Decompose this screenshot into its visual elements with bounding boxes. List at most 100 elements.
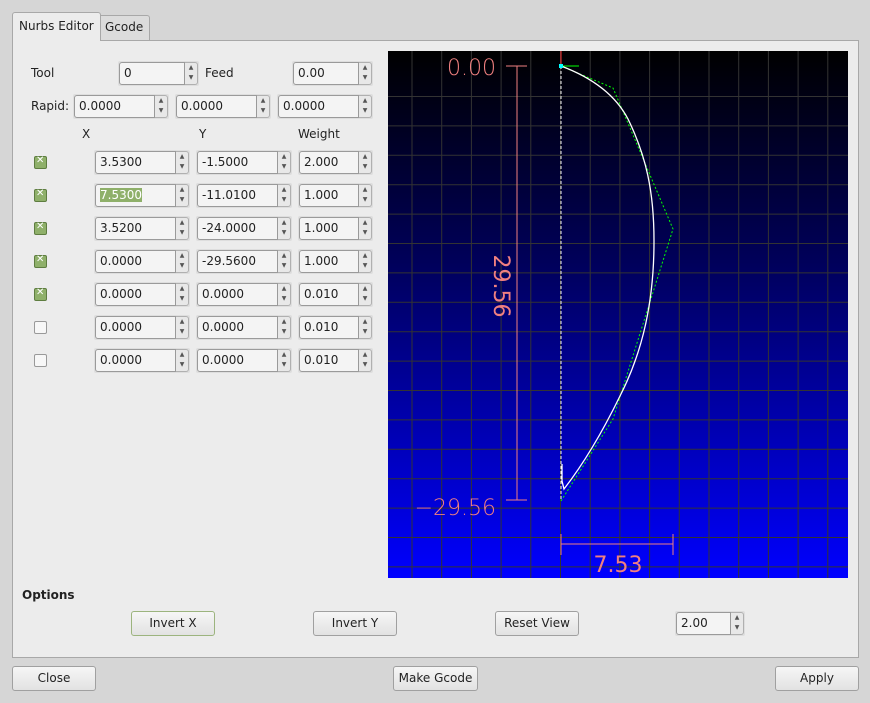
spin-arrows-icon[interactable]: ▲ ▼ — [278, 316, 291, 339]
point-y-input[interactable]: 0.0000 — [197, 283, 278, 306]
point-x-input[interactable]: 0.0000 — [95, 349, 176, 372]
rapid-x-spinbox[interactable]: 0.0000 ▲ ▼ — [73, 94, 169, 119]
point-x-spinbox[interactable]: 0.0000 ▲ ▼ — [94, 315, 190, 340]
feed-input[interactable]: 0.00 — [293, 62, 359, 85]
make-gcode-button[interactable]: Make Gcode — [393, 666, 478, 691]
point-enabled-checkbox[interactable] — [34, 188, 47, 202]
point-x-input[interactable]: 0.0000 — [95, 283, 176, 306]
point-enabled-checkbox[interactable] — [34, 321, 47, 334]
point-x-spinbox[interactable]: 0.0000 ▲ ▼ — [94, 282, 190, 307]
point-y-input[interactable]: -11.0100 — [197, 184, 278, 207]
point-y-spinbox[interactable]: 0.0000 ▲ ▼ — [196, 282, 292, 307]
point-y-spinbox[interactable]: 0.0000 ▲ ▼ — [196, 315, 292, 340]
width-label: 7.53 — [594, 553, 643, 578]
point-weight-input[interactable]: 0.010 — [299, 283, 359, 306]
spin-arrows-icon[interactable]: ▲ ▼ — [176, 217, 189, 240]
point-x-spinbox[interactable]: 7.5300 ▲ ▼ — [94, 183, 190, 208]
spin-arrows-icon[interactable]: ▲ ▼ — [176, 316, 189, 339]
spin-arrows-icon[interactable]: ▲ ▼ — [185, 62, 198, 85]
spin-arrows-icon[interactable]: ▲ ▼ — [359, 349, 372, 372]
point-x-input[interactable]: 3.5200 — [95, 217, 176, 240]
spin-arrows-icon[interactable]: ▲ ▼ — [278, 283, 291, 306]
invert-y-button[interactable]: Invert Y — [313, 611, 397, 636]
rapid-z-spinbox[interactable]: 0.0000 ▲ ▼ — [277, 94, 373, 119]
point-y-input[interactable]: -1.5000 — [197, 151, 278, 174]
point-weight-spinbox[interactable]: 1.000 ▲ ▼ — [298, 216, 373, 241]
spin-arrows-icon[interactable]: ▲ ▼ — [278, 349, 291, 372]
point-weight-input[interactable]: 1.000 — [299, 217, 359, 240]
tab-gcode[interactable]: Gcode — [98, 15, 151, 40]
spin-arrows-icon[interactable]: ▲ ▼ — [731, 612, 744, 635]
point-y-input[interactable]: -24.0000 — [197, 217, 278, 240]
origin-marker[interactable] — [559, 64, 563, 68]
spin-arrows-icon[interactable]: ▲ ▼ — [278, 217, 291, 240]
spin-arrows-icon[interactable]: ▲ ▼ — [359, 316, 372, 339]
feed-spinbox[interactable]: 0.00 ▲ ▼ — [292, 61, 373, 86]
spin-arrows-icon[interactable]: ▲ ▼ — [359, 283, 372, 306]
invert-x-button[interactable]: Invert X — [131, 611, 215, 636]
spin-arrows-icon[interactable]: ▲ ▼ — [359, 217, 372, 240]
point-weight-spinbox[interactable]: 0.010 ▲ ▼ — [298, 315, 373, 340]
spin-arrows-icon[interactable]: ▲ ▼ — [359, 151, 372, 174]
point-enabled-checkbox[interactable] — [34, 155, 47, 169]
point-y-spinbox[interactable]: -24.0000 ▲ ▼ — [196, 216, 292, 241]
point-x-input[interactable]: 0.0000 — [95, 250, 176, 273]
spin-arrows-icon[interactable]: ▲ ▼ — [176, 349, 189, 372]
point-x-value: 3.5200 — [100, 221, 142, 235]
apply-button[interactable]: Apply — [775, 666, 859, 691]
point-y-spinbox[interactable]: 0.0000 ▲ ▼ — [196, 348, 292, 373]
point-y-spinbox[interactable]: -29.5600 ▲ ▼ — [196, 249, 292, 274]
point-y-input[interactable]: 0.0000 — [197, 349, 278, 372]
point-y-spinbox[interactable]: -11.0100 ▲ ▼ — [196, 183, 292, 208]
point-x-spinbox[interactable]: 0.0000 ▲ ▼ — [94, 348, 190, 373]
tab-nurbs-editor[interactable]: Nurbs Editor — [12, 12, 101, 41]
point-x-spinbox[interactable]: 0.0000 ▲ ▼ — [94, 249, 190, 274]
scale-input[interactable]: 2.00 — [676, 612, 731, 635]
spin-arrows-icon[interactable]: ▲ ▼ — [176, 184, 189, 207]
rapid-y-spinbox[interactable]: 0.0000 ▲ ▼ — [175, 94, 271, 119]
point-x-spinbox[interactable]: 3.5200 ▲ ▼ — [94, 216, 190, 241]
point-y-input[interactable]: 0.0000 — [197, 316, 278, 339]
spin-arrows-icon[interactable]: ▲ ▼ — [278, 151, 291, 174]
spin-arrows-icon[interactable]: ▲ ▼ — [176, 250, 189, 273]
point-x-input[interactable]: 7.5300 — [95, 184, 176, 207]
close-button[interactable]: Close — [12, 666, 96, 691]
spin-arrows-icon[interactable]: ▲ ▼ — [176, 151, 189, 174]
point-enabled-checkbox[interactable] — [34, 354, 47, 367]
point-weight-input[interactable]: 1.000 — [299, 250, 359, 273]
point-weight-input[interactable]: 1.000 — [299, 184, 359, 207]
spin-arrows-icon[interactable]: ▲ ▼ — [176, 283, 189, 306]
point-y-input[interactable]: -29.5600 — [197, 250, 278, 273]
rapid-z-input[interactable]: 0.0000 — [278, 95, 359, 118]
point-weight-spinbox[interactable]: 1.000 ▲ ▼ — [298, 183, 373, 208]
spin-arrows-icon[interactable]: ▲ ▼ — [359, 95, 372, 118]
spin-arrows-icon[interactable]: ▲ ▼ — [278, 184, 291, 207]
point-y-spinbox[interactable]: -1.5000 ▲ ▼ — [196, 150, 292, 175]
point-x-input[interactable]: 3.5300 — [95, 151, 176, 174]
rapid-x-input[interactable]: 0.0000 — [74, 95, 155, 118]
point-weight-spinbox[interactable]: 1.000 ▲ ▼ — [298, 249, 373, 274]
point-weight-spinbox[interactable]: 0.010 ▲ ▼ — [298, 282, 373, 307]
point-enabled-checkbox[interactable] — [34, 254, 47, 268]
point-weight-input[interactable]: 0.010 — [299, 349, 359, 372]
tool-spinbox[interactable]: 0 ▲ ▼ — [118, 61, 199, 86]
point-weight-spinbox[interactable]: 2.000 ▲ ▼ — [298, 150, 373, 175]
curve-viewport[interactable]: 0.00 −29.56 29.56 7.53 — [388, 51, 848, 578]
spin-arrows-icon[interactable]: ▲ ▼ — [257, 95, 270, 118]
reset-view-button[interactable]: Reset View — [495, 611, 579, 636]
point-enabled-checkbox[interactable] — [34, 221, 47, 235]
spin-arrows-icon[interactable]: ▲ ▼ — [155, 95, 168, 118]
spin-arrows-icon[interactable]: ▲ ▼ — [359, 250, 372, 273]
point-weight-input[interactable]: 0.010 — [299, 316, 359, 339]
spin-arrows-icon[interactable]: ▲ ▼ — [278, 250, 291, 273]
point-x-input[interactable]: 0.0000 — [95, 316, 176, 339]
spin-arrows-icon[interactable]: ▲ ▼ — [359, 184, 372, 207]
rapid-y-input[interactable]: 0.0000 — [176, 95, 257, 118]
spin-arrows-icon[interactable]: ▲ ▼ — [359, 62, 372, 85]
point-weight-spinbox[interactable]: 0.010 ▲ ▼ — [298, 348, 373, 373]
tool-input[interactable]: 0 — [119, 62, 185, 85]
point-x-spinbox[interactable]: 3.5300 ▲ ▼ — [94, 150, 190, 175]
point-weight-input[interactable]: 2.000 — [299, 151, 359, 174]
point-enabled-checkbox[interactable] — [34, 287, 47, 301]
scale-spinbox[interactable]: 2.00 ▲ ▼ — [675, 611, 745, 636]
